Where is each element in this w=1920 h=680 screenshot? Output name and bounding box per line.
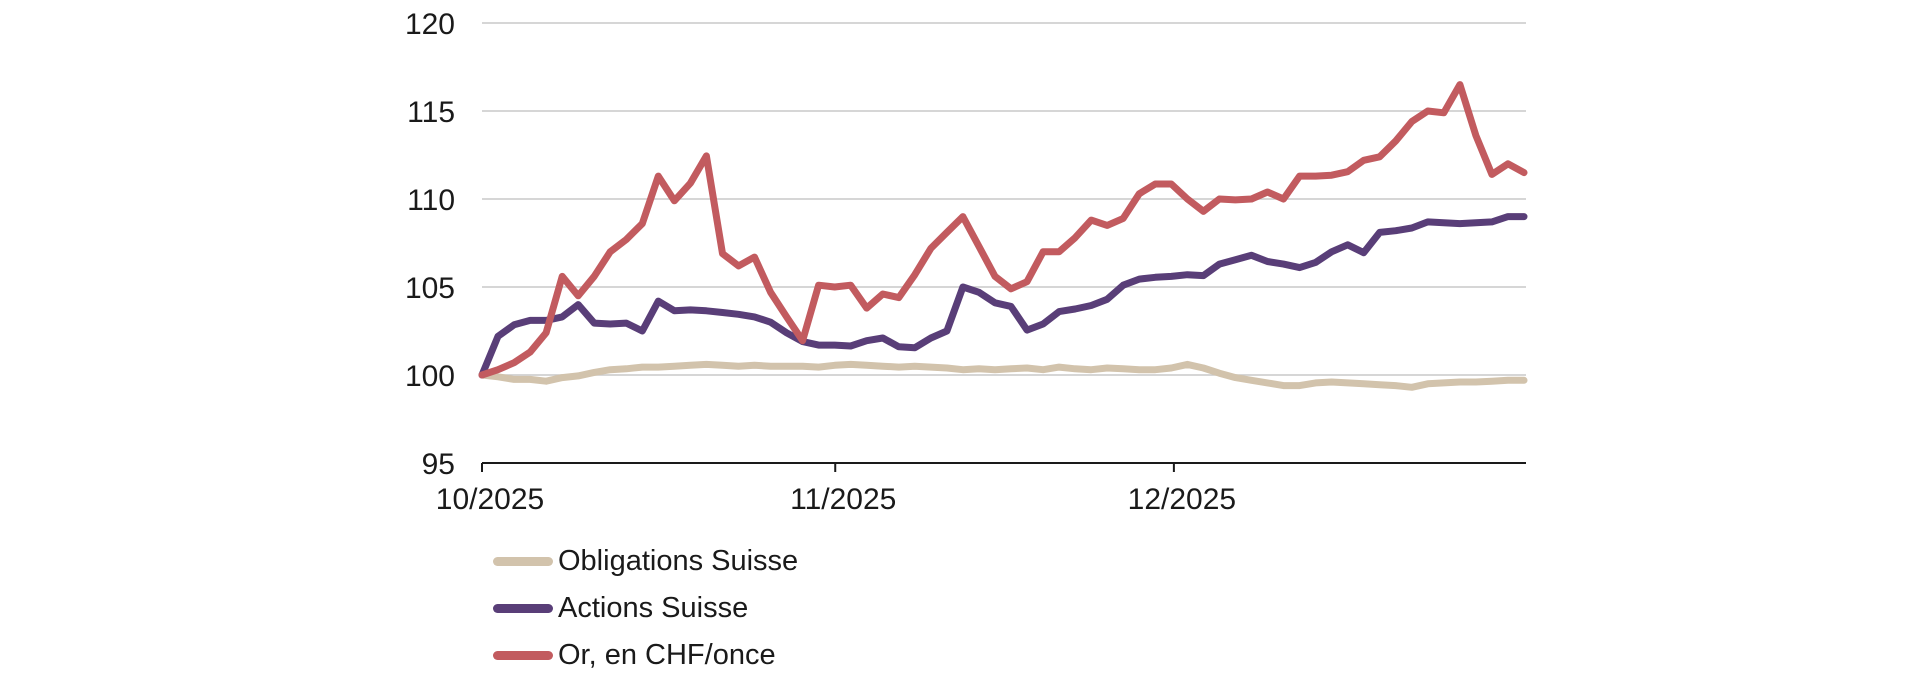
legend-item-or-chf-once: Or, en CHF/once: [493, 632, 798, 679]
legend-swatch-obligations-suisse: [493, 557, 553, 566]
series-line-or-en-chf-once: [478, 81, 1528, 379]
y-axis-label: 95: [422, 448, 455, 481]
series-line-actions-suisse: [478, 213, 1528, 379]
chart-legend: Obligations Suisse Actions Suisse Or, en…: [493, 538, 798, 679]
legend-swatch-or-chf-once: [493, 651, 553, 660]
legend-label-actions-suisse: Actions Suisse: [558, 592, 749, 624]
x-axis-label: 10/2025: [436, 483, 544, 516]
legend-label-or-chf-once: Or, en CHF/once: [558, 639, 776, 671]
legend-label-obligations-suisse: Obligations Suisse: [558, 545, 799, 577]
y-axis-label: 120: [405, 8, 455, 41]
y-axis-label: 105: [405, 272, 455, 305]
series-line-obligations-suisse: [478, 360, 1528, 391]
legend-swatch-actions-suisse: [493, 604, 553, 613]
x-axis-label: 11/2025: [790, 483, 896, 516]
y-axis-label: 100: [405, 360, 455, 393]
y-axis-label: 110: [407, 184, 455, 217]
legend-item-actions-suisse: Actions Suisse: [493, 585, 798, 632]
x-axis-label: 12/2025: [1128, 483, 1236, 516]
y-axis-label: 115: [407, 96, 455, 129]
legend-item-obligations-suisse: Obligations Suisse: [493, 538, 798, 585]
